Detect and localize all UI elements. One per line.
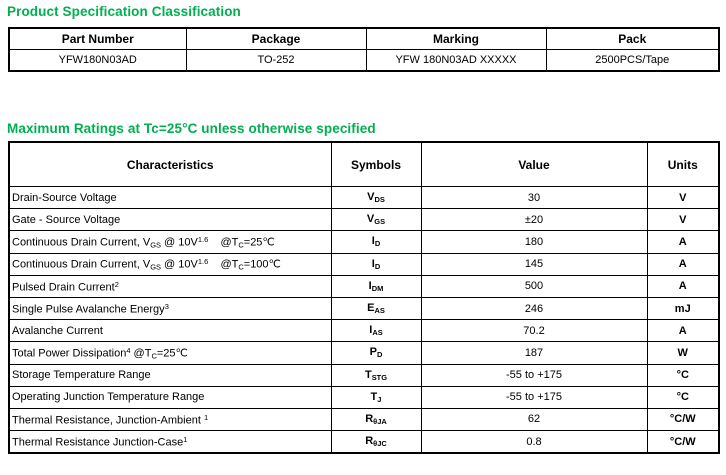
unit-cell: A xyxy=(646,274,720,298)
table-row: Pulsed Drain Current2 IDM 500 A xyxy=(8,274,720,298)
characteristic-cell: Pulsed Drain Current2 xyxy=(8,274,332,298)
product-classification-header-row: Part Number Package Marking Pack xyxy=(8,27,720,50)
col-header-value: Value xyxy=(420,141,648,187)
symbol-cell: TSTG xyxy=(330,363,422,387)
table-row: Continuous Drain Current, VGS @ 10V1.6 @… xyxy=(8,230,720,254)
characteristic-cell: Operating Junction Temperature Range xyxy=(8,385,332,409)
table-row: Operating Junction Temperature Range TJ -5… xyxy=(8,385,720,409)
table-row: Continuous Drain Current, VGS @ 10V1.6 @… xyxy=(8,252,720,276)
characteristic-cell: Total Power Dissipation4 @TC=25℃ xyxy=(8,341,332,365)
characteristic-cell: Single Pulse Avalanche Energy3 xyxy=(8,296,332,321)
product-classification-body: YFW180N03AD TO-252 YFW 180N03AD XXXXX 2500P… xyxy=(8,49,720,72)
package-cell: TO-252 xyxy=(185,49,367,72)
symbol-cell: VDS xyxy=(330,185,422,210)
characteristic-cell: Continuous Drain Current, VGS @ 10V1.6 @… xyxy=(8,230,332,254)
marking-cell: YFW 180N03AD XXXXX xyxy=(365,49,547,72)
value-cell: 187 xyxy=(420,341,648,365)
symbol-cell: RθJC xyxy=(330,430,422,454)
characteristic-cell: Continuous Drain Current, VGS @ 10V1.6 @… xyxy=(8,252,332,276)
symbol-cell: VGS xyxy=(330,208,422,232)
value-cell: ±20 xyxy=(420,208,648,232)
table-row: Storage Temperature Range TSTG -55 to +175… xyxy=(8,363,720,387)
unit-cell: A xyxy=(646,319,720,343)
unit-cell: °C/W xyxy=(646,430,720,454)
symbol-cell: ID xyxy=(330,230,422,254)
value-cell: -55 to +175 xyxy=(420,385,648,409)
table-row: Gate - Source Voltage VGS ±20 V xyxy=(8,208,720,232)
table-row: YFW180N03AD TO-252 YFW 180N03AD XXXXX 2500P… xyxy=(8,49,720,72)
table-row: Total Power Dissipation4 @TC=25℃ PD 187 W xyxy=(8,341,720,365)
value-cell: 62 xyxy=(420,407,648,432)
characteristic-cell: Gate - Source Voltage xyxy=(8,208,332,232)
unit-cell: V xyxy=(646,185,720,210)
characteristic-cell: Drain-Source Voltage xyxy=(8,185,332,210)
unit-cell: °C xyxy=(646,385,720,409)
characteristic-cell: Thermal Resistance Junction-Case1 xyxy=(8,430,332,454)
symbol-cell: IDM xyxy=(330,274,422,298)
table-row: Thermal Resistance Junction-Case1 RθJC 0.8… xyxy=(8,430,720,454)
value-cell: 500 xyxy=(420,274,648,298)
table-row: Single Pulse Avalanche Energy3 EAS 246 mJ xyxy=(8,296,720,321)
unit-cell: °C xyxy=(646,363,720,387)
unit-cell: °C/W xyxy=(646,407,720,432)
characteristic-cell: Storage Temperature Range xyxy=(8,363,332,387)
unit-cell: W xyxy=(646,341,720,365)
symbol-cell: TJ xyxy=(330,385,422,409)
characteristic-cell: Avalanche Current xyxy=(8,319,332,343)
symbol-cell: RθJA xyxy=(330,407,422,432)
unit-cell: mJ xyxy=(646,296,720,321)
pack-cell: 2500PCS/Tape xyxy=(545,49,720,72)
symbol-cell: IAS xyxy=(330,319,422,343)
col-header-characteristics: Characteristics xyxy=(8,141,332,187)
value-cell: 246 xyxy=(420,296,648,321)
col-header-part-number: Part Number xyxy=(8,27,187,50)
value-cell: 70.2 xyxy=(420,319,648,343)
unit-cell: A xyxy=(646,230,720,254)
table-row: Thermal Resistance, Junction-Ambient 1 Rθ… xyxy=(8,407,720,432)
table-row: Drain-Source Voltage VDS 30 V xyxy=(8,185,720,210)
value-cell: 30 xyxy=(420,185,648,210)
section-title-product-classification: Product Specification Classification xyxy=(7,4,241,19)
maximum-ratings-body: Drain-Source Voltage VDS 30 V Gate - Source … xyxy=(8,185,720,454)
symbol-cell: ID xyxy=(330,252,422,276)
col-header-units: Units xyxy=(646,141,720,187)
section-title-maximum-ratings: Maximum Ratings at Tc=25°C unless otherw… xyxy=(7,121,376,136)
value-cell: 180 xyxy=(420,230,648,254)
col-header-package: Package xyxy=(185,27,367,50)
value-cell: 0.8 xyxy=(420,430,648,454)
symbol-cell: PD xyxy=(330,341,422,365)
col-header-pack: Pack xyxy=(545,27,720,50)
value-cell: 145 xyxy=(420,252,648,276)
unit-cell: V xyxy=(646,208,720,232)
symbol-cell: EAS xyxy=(330,296,422,321)
col-header-marking: Marking xyxy=(365,27,547,50)
characteristic-cell: Thermal Resistance, Junction-Ambient 1 xyxy=(8,407,332,432)
product-classification-table: Part Number Package Marking Pack YFW180N… xyxy=(8,27,720,72)
maximum-ratings-header-row: Characteristics Symbols Value Units xyxy=(8,141,720,187)
maximum-ratings-table: Characteristics Symbols Value Units Drai… xyxy=(8,141,720,455)
col-header-symbols: Symbols xyxy=(330,141,422,187)
part-number-cell: YFW180N03AD xyxy=(8,49,187,72)
value-cell: -55 to +175 xyxy=(420,363,648,387)
unit-cell: A xyxy=(646,252,720,276)
table-row: Avalanche Current IAS 70.2 A xyxy=(8,319,720,343)
